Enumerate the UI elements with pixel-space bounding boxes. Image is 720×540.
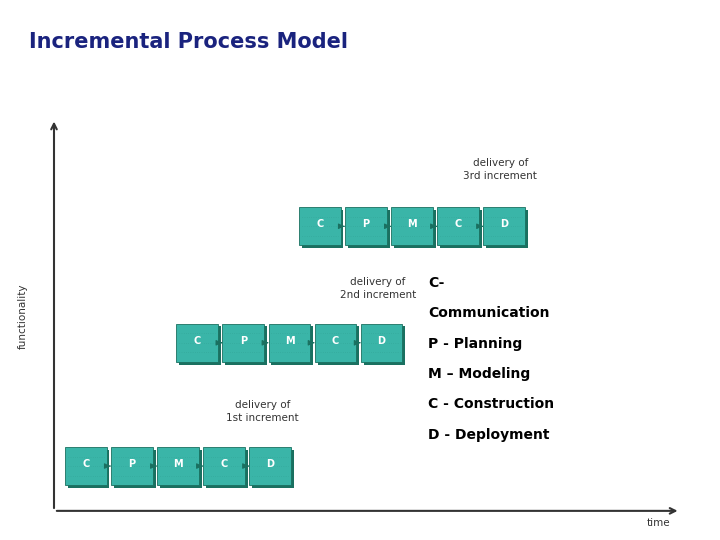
FancyBboxPatch shape: [486, 210, 528, 248]
FancyBboxPatch shape: [364, 327, 405, 364]
Text: D: D: [377, 336, 386, 346]
Text: P - Planning: P - Planning: [428, 336, 523, 350]
FancyBboxPatch shape: [394, 210, 436, 248]
Text: C - Construction: C - Construction: [428, 397, 554, 411]
Text: P: P: [240, 336, 247, 346]
FancyBboxPatch shape: [68, 450, 109, 488]
FancyBboxPatch shape: [65, 447, 107, 485]
Text: C: C: [454, 219, 462, 230]
Text: C: C: [332, 336, 339, 346]
FancyBboxPatch shape: [114, 450, 156, 488]
Text: Communication: Communication: [428, 306, 550, 320]
FancyBboxPatch shape: [206, 450, 248, 488]
FancyBboxPatch shape: [249, 447, 291, 485]
Text: Incremental Process Model: Incremental Process Model: [29, 32, 348, 52]
FancyBboxPatch shape: [203, 447, 245, 485]
FancyBboxPatch shape: [302, 210, 343, 248]
FancyBboxPatch shape: [225, 327, 267, 364]
Text: time: time: [647, 518, 670, 529]
FancyBboxPatch shape: [252, 450, 294, 488]
FancyBboxPatch shape: [111, 447, 153, 485]
FancyBboxPatch shape: [176, 324, 218, 362]
Text: D: D: [266, 459, 274, 469]
Text: C: C: [82, 459, 89, 469]
Text: C: C: [316, 219, 323, 230]
FancyBboxPatch shape: [348, 210, 390, 248]
Text: M: M: [173, 459, 183, 469]
FancyBboxPatch shape: [179, 327, 221, 364]
FancyBboxPatch shape: [157, 447, 199, 485]
Text: C: C: [220, 459, 228, 469]
Text: M: M: [407, 219, 417, 230]
FancyBboxPatch shape: [299, 207, 341, 245]
Text: delivery of
1st increment: delivery of 1st increment: [227, 400, 299, 423]
FancyBboxPatch shape: [345, 207, 387, 245]
FancyBboxPatch shape: [437, 207, 479, 245]
Text: M – Modeling: M – Modeling: [428, 367, 531, 381]
FancyBboxPatch shape: [160, 450, 202, 488]
Text: M: M: [284, 336, 294, 346]
FancyBboxPatch shape: [315, 324, 356, 362]
FancyBboxPatch shape: [222, 324, 264, 362]
FancyBboxPatch shape: [361, 324, 402, 362]
Text: D - Deployment: D - Deployment: [428, 428, 550, 442]
FancyBboxPatch shape: [318, 327, 359, 364]
FancyBboxPatch shape: [269, 324, 310, 362]
FancyBboxPatch shape: [391, 207, 433, 245]
Text: delivery of
2nd increment: delivery of 2nd increment: [340, 277, 416, 300]
Text: delivery of
3rd increment: delivery of 3rd increment: [464, 158, 537, 181]
Text: P: P: [362, 219, 369, 230]
FancyBboxPatch shape: [483, 207, 525, 245]
Text: functionality: functionality: [18, 283, 28, 349]
FancyBboxPatch shape: [271, 327, 313, 364]
Text: P: P: [128, 459, 135, 469]
Text: D: D: [500, 219, 508, 230]
Text: C-: C-: [428, 275, 445, 289]
Text: C: C: [194, 336, 201, 346]
FancyBboxPatch shape: [440, 210, 482, 248]
